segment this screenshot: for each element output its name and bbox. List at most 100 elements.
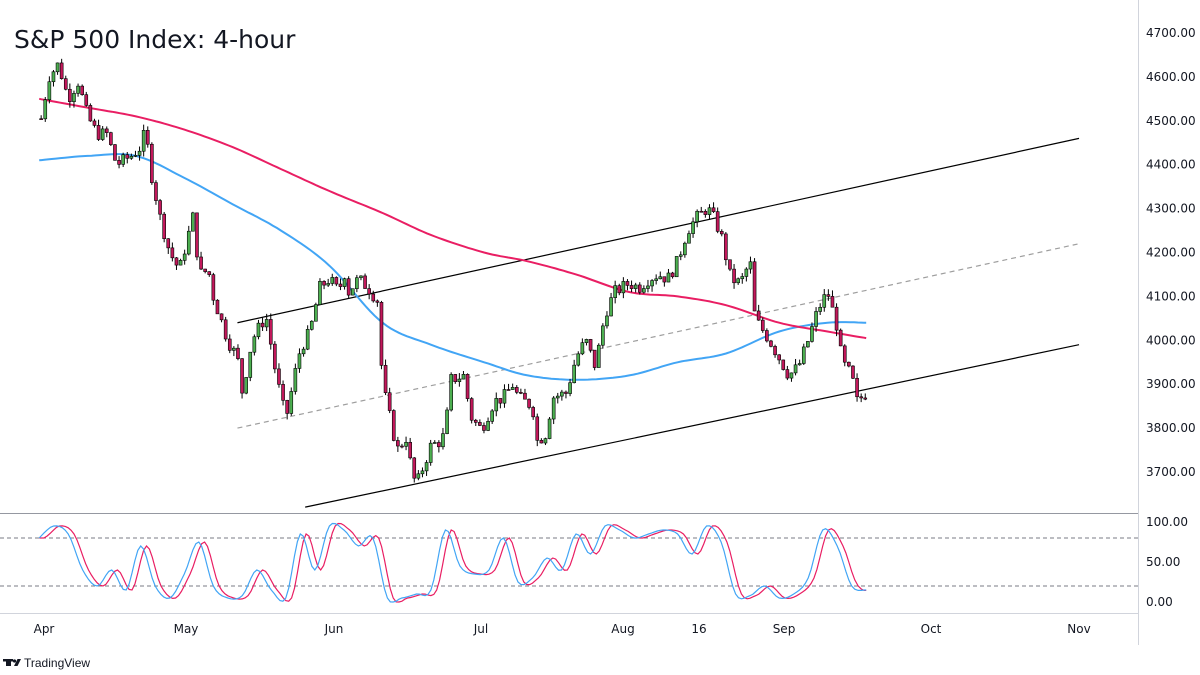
candle-body[interactable] [396,440,400,447]
candle-body[interactable] [309,320,314,330]
candle-body[interactable] [256,322,261,338]
candle-body[interactable] [268,319,273,345]
candle-body[interactable] [576,353,581,366]
candle-body[interactable] [195,212,199,258]
candle-body[interactable] [806,341,810,348]
candle-body[interactable] [191,212,195,232]
moving-average-fast-line[interactable] [39,153,867,381]
candle-body[interactable] [670,272,675,278]
candle-body[interactable] [346,278,351,296]
candle-body[interactable] [39,118,43,120]
channel-lower-line[interactable] [305,344,1080,508]
candle-body[interactable] [797,363,802,366]
candle-body[interactable] [387,392,392,411]
candle-body[interactable] [637,284,642,293]
candle-body[interactable] [592,349,597,368]
candle-body[interactable] [633,284,638,289]
candle-body[interactable] [59,62,64,79]
candle-body[interactable] [408,441,412,459]
candle-body[interactable] [666,272,671,283]
candle-body[interactable] [506,389,511,391]
stochastic-axis[interactable]: 100.00 50.00 0.00 [1146,515,1188,609]
candle-body[interactable] [264,319,269,328]
candle-body[interactable] [683,242,687,256]
candle-body[interactable] [277,368,281,385]
candle-body[interactable] [613,285,617,298]
candle-body[interactable] [154,182,158,201]
candle-body[interactable] [104,128,109,133]
candle-body[interactable] [539,440,544,444]
candle-body[interactable] [555,395,560,399]
candle-body[interactable] [498,398,503,404]
candle-body[interactable] [478,422,482,426]
candle-body[interactable] [703,210,708,215]
candle-body[interactable] [756,310,761,321]
candle-body[interactable] [125,154,130,159]
candle-body[interactable] [732,268,736,284]
candle-body[interactable] [314,304,318,322]
candle-body[interactable] [289,391,294,414]
candle-body[interactable] [203,268,207,272]
stochastic-d-line[interactable] [39,522,867,603]
candle-body[interactable] [244,377,248,394]
candle-body[interactable] [273,343,277,370]
candle-body[interactable] [621,281,626,294]
candle-body[interactable] [678,254,683,257]
candle-body[interactable] [584,339,589,343]
candle-body[interactable] [137,150,142,156]
candle-body[interactable] [744,268,749,277]
candle-body[interactable] [141,130,146,152]
candle-body[interactable] [527,398,531,408]
candle-body[interactable] [162,213,166,240]
candle-body[interactable] [588,339,593,351]
candle-body[interactable] [510,387,515,390]
candle-body[interactable] [842,345,847,363]
candle-body[interactable] [572,364,576,384]
candle-body[interactable] [543,438,548,444]
candle-body[interactable] [781,359,786,370]
candle-body[interactable] [359,275,363,279]
candle-body[interactable] [281,384,285,401]
moving-average-slow-line[interactable] [38,97,867,340]
candle-body[interactable] [432,442,437,444]
candle-body[interactable] [113,144,117,161]
candle-body[interactable] [748,261,753,270]
candle-body[interactable] [596,344,601,368]
candle-body[interactable] [449,374,453,411]
candle-body[interactable] [752,261,757,312]
candle-body[interactable] [551,397,556,420]
candle-body[interactable] [330,277,335,284]
candle-body[interactable] [334,277,339,285]
candle-body[interactable] [63,78,68,90]
candle-body[interactable] [305,329,310,350]
candle-body[interactable] [658,276,663,280]
candle-body[interactable] [740,276,745,280]
candle-body[interactable] [400,445,404,448]
candle-body[interactable] [92,120,97,126]
candle-body[interactable] [736,278,740,284]
candle-body[interactable] [793,364,798,374]
candle-body[interactable] [391,410,396,441]
candle-body[interactable] [297,353,302,369]
candle-body[interactable] [207,271,212,275]
candle-body[interactable] [695,210,699,223]
candle-body[interactable] [215,299,220,315]
candle-body[interactable] [535,416,540,441]
candle-body[interactable] [494,398,499,412]
candle-body[interactable] [605,315,609,327]
candle-body[interactable] [654,278,658,281]
candle-body[interactable] [826,294,831,297]
candle-body[interactable] [219,313,224,321]
candle-body[interactable] [133,155,138,157]
candle-body[interactable] [473,419,478,423]
candle-body[interactable] [457,378,462,382]
candle-body[interactable] [789,372,794,379]
candle-body[interactable] [236,347,240,359]
candle-body[interactable] [72,93,76,103]
candle-body[interactable] [367,288,371,295]
candle-body[interactable] [318,281,322,305]
candle-body[interactable] [617,285,622,294]
candle-body[interactable] [719,231,724,235]
candle-body[interactable] [232,347,236,351]
candle-body[interactable] [502,389,507,404]
